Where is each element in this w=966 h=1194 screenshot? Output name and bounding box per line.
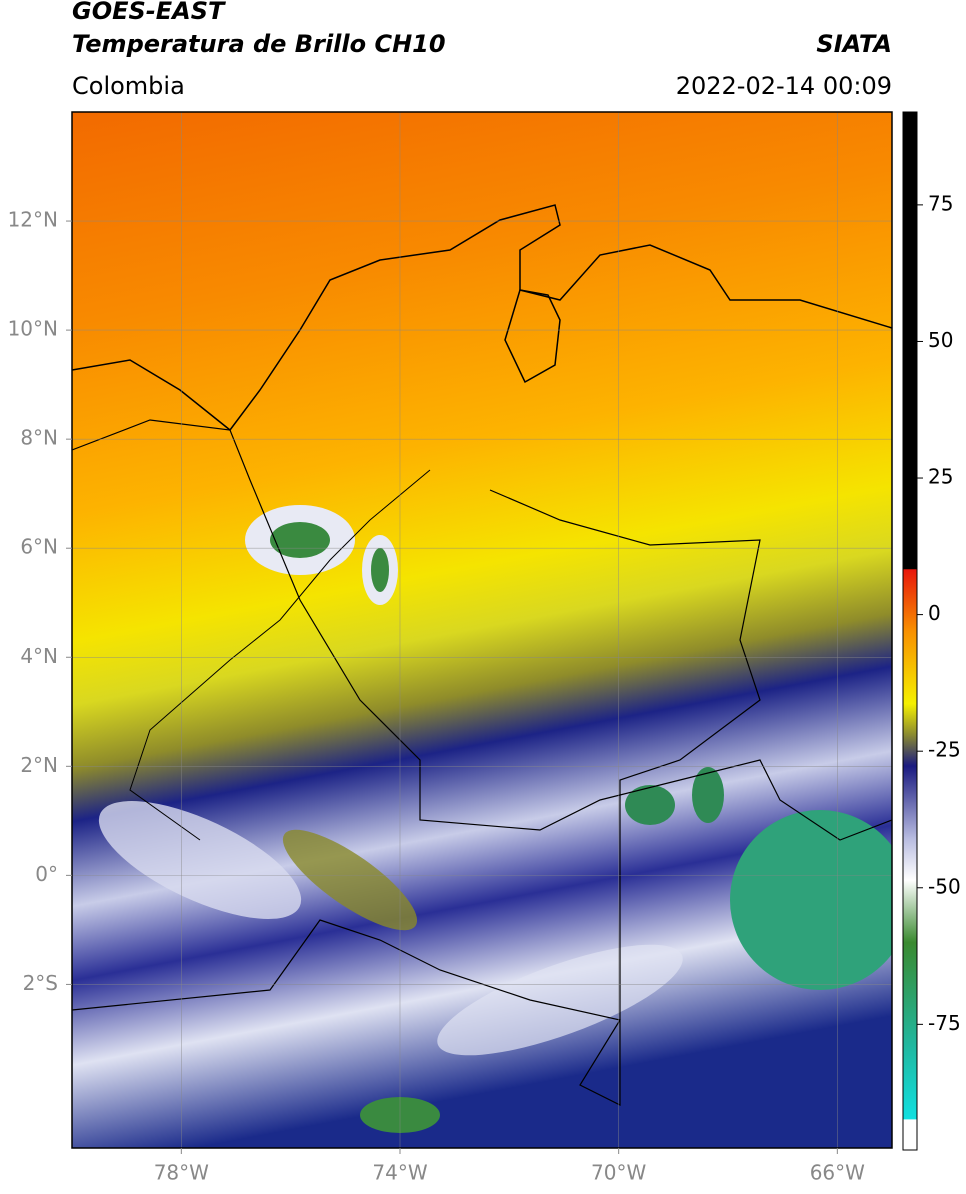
y-tick-label: 8°N <box>20 426 58 450</box>
region: Colombia <box>72 72 185 100</box>
y-tick-label: 10°N <box>8 317 58 341</box>
y-tick-label: 2°N <box>20 753 58 777</box>
x-tick-label: 66°W <box>810 1161 865 1185</box>
colorbar-tick-label: -75 <box>928 1011 961 1035</box>
title: GOES-EAST <box>72 0 226 25</box>
subtitle: Temperatura de Brillo CH10 <box>72 30 446 58</box>
y-tick-label: 12°N <box>8 208 58 232</box>
x-tick-label: 74°W <box>372 1161 427 1185</box>
graticule <box>72 112 892 1148</box>
colorbar-tick-label: 25 <box>928 465 953 489</box>
map-frame <box>71 111 893 1149</box>
timestamp: 2022-02-14 00:09 <box>676 72 892 100</box>
y-tick-label: 6°N <box>20 535 58 559</box>
imagery <box>72 112 892 1148</box>
colorbar-tick-label: -25 <box>928 738 961 762</box>
colorbar-tick-label: -50 <box>928 874 961 898</box>
x-tick-label: 70°W <box>591 1161 646 1185</box>
colorbar-tick-label: 50 <box>928 328 953 352</box>
y-tick-label: 2°S <box>23 971 58 995</box>
y-tick-label: 4°N <box>20 644 58 668</box>
source: SIATA <box>816 30 892 58</box>
colorbar-tick-label: 75 <box>928 191 953 215</box>
colorbar-tick-label: 0 <box>928 601 941 625</box>
colorbar <box>902 111 918 1151</box>
x-tick-label: 78°W <box>154 1161 209 1185</box>
y-tick-label: 0° <box>35 862 58 886</box>
